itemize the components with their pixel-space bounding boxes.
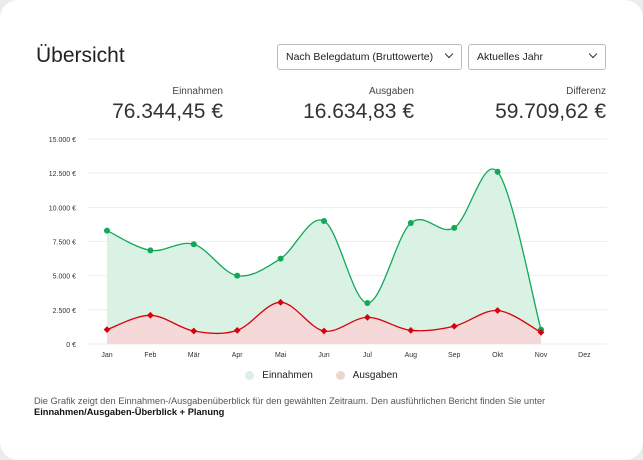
data-point bbox=[103, 326, 111, 334]
x-tick-label: Sep bbox=[448, 352, 461, 359]
kpi-differenz: Differenz 59.709,62 € bbox=[495, 86, 606, 124]
kpi-label: Einnahmen bbox=[172, 86, 223, 97]
x-tick-label: Jan bbox=[101, 352, 112, 359]
legend-item-einnahmen[interactable]: Einnahmen bbox=[245, 370, 313, 381]
data-point bbox=[451, 224, 458, 231]
data-point bbox=[190, 241, 197, 248]
report-link[interactable]: Einnahmen/Ausgaben-Überblick + Planung bbox=[34, 407, 225, 417]
data-point bbox=[494, 307, 501, 314]
period-select[interactable]: Aktuelles Jahr bbox=[468, 44, 606, 70]
x-tick-label: Aug bbox=[405, 352, 418, 359]
legend-item-ausgaben[interactable]: Ausgaben bbox=[335, 370, 398, 381]
kpi-einnahmen: Einnahmen 76.344,45 € bbox=[112, 86, 223, 124]
data-point bbox=[407, 220, 414, 227]
data-point bbox=[277, 255, 284, 262]
y-tick-label: 12.500 € bbox=[49, 171, 76, 178]
kpi-ausgaben: Ausgaben 16.634,83 € bbox=[303, 86, 414, 124]
x-tick-label: Okt bbox=[492, 352, 503, 359]
period-select-value: Aktuelles Jahr bbox=[477, 51, 543, 63]
x-tick-label: Mär bbox=[188, 352, 201, 359]
kpi-label: Ausgaben bbox=[368, 86, 414, 97]
page-title: Übersicht bbox=[36, 44, 125, 67]
data-point bbox=[364, 313, 371, 321]
x-tick-label: Nov bbox=[535, 352, 548, 359]
legend: Einnahmen Ausgaben bbox=[0, 370, 643, 383]
y-tick-label: 0 € bbox=[66, 342, 76, 349]
data-point bbox=[494, 168, 501, 175]
data-point bbox=[147, 247, 154, 254]
data-point bbox=[364, 300, 371, 306]
legend-dot bbox=[335, 371, 345, 380]
kpi-value: 16.634,83 € bbox=[303, 100, 414, 123]
y-tick-label: 15.000 € bbox=[49, 137, 76, 144]
series-area-einnahmen bbox=[107, 168, 541, 344]
description-text: Die Grafik zeigt den Einnahmen-/Ausgaben… bbox=[34, 396, 546, 406]
sort-select[interactable]: Nach Belegdatum (Bruttowerte) bbox=[277, 44, 462, 70]
x-tick-label: Dez bbox=[578, 352, 591, 359]
y-tick-label: 5.000 € bbox=[53, 274, 76, 281]
kpi-label: Differenz bbox=[566, 86, 606, 97]
x-tick-label: Jun bbox=[318, 352, 329, 359]
data-point bbox=[104, 227, 110, 234]
data-point bbox=[147, 311, 154, 319]
kpi-value: 76.344,45 € bbox=[112, 100, 223, 123]
data-point bbox=[320, 327, 328, 335]
legend-label: Ausgaben bbox=[352, 370, 398, 381]
data-point bbox=[234, 272, 241, 279]
x-tick-label: Mai bbox=[275, 352, 287, 359]
kpi-value: 59.709,62 € bbox=[495, 100, 606, 123]
y-tick-label: 10.000 € bbox=[49, 205, 76, 212]
data-point bbox=[321, 218, 327, 224]
legend-label: Einnahmen bbox=[262, 370, 313, 381]
legend-dot bbox=[245, 371, 255, 380]
y-tick-label: 7.500 € bbox=[53, 240, 76, 247]
x-tick-label: Jul bbox=[363, 352, 372, 359]
y-tick-label: 2.500 € bbox=[53, 308, 76, 315]
data-point bbox=[190, 327, 198, 335]
x-tick-label: Feb bbox=[144, 352, 156, 359]
sort-select-value: Nach Belegdatum (Bruttowerte) bbox=[286, 51, 434, 63]
x-tick-label: Apr bbox=[232, 352, 244, 359]
